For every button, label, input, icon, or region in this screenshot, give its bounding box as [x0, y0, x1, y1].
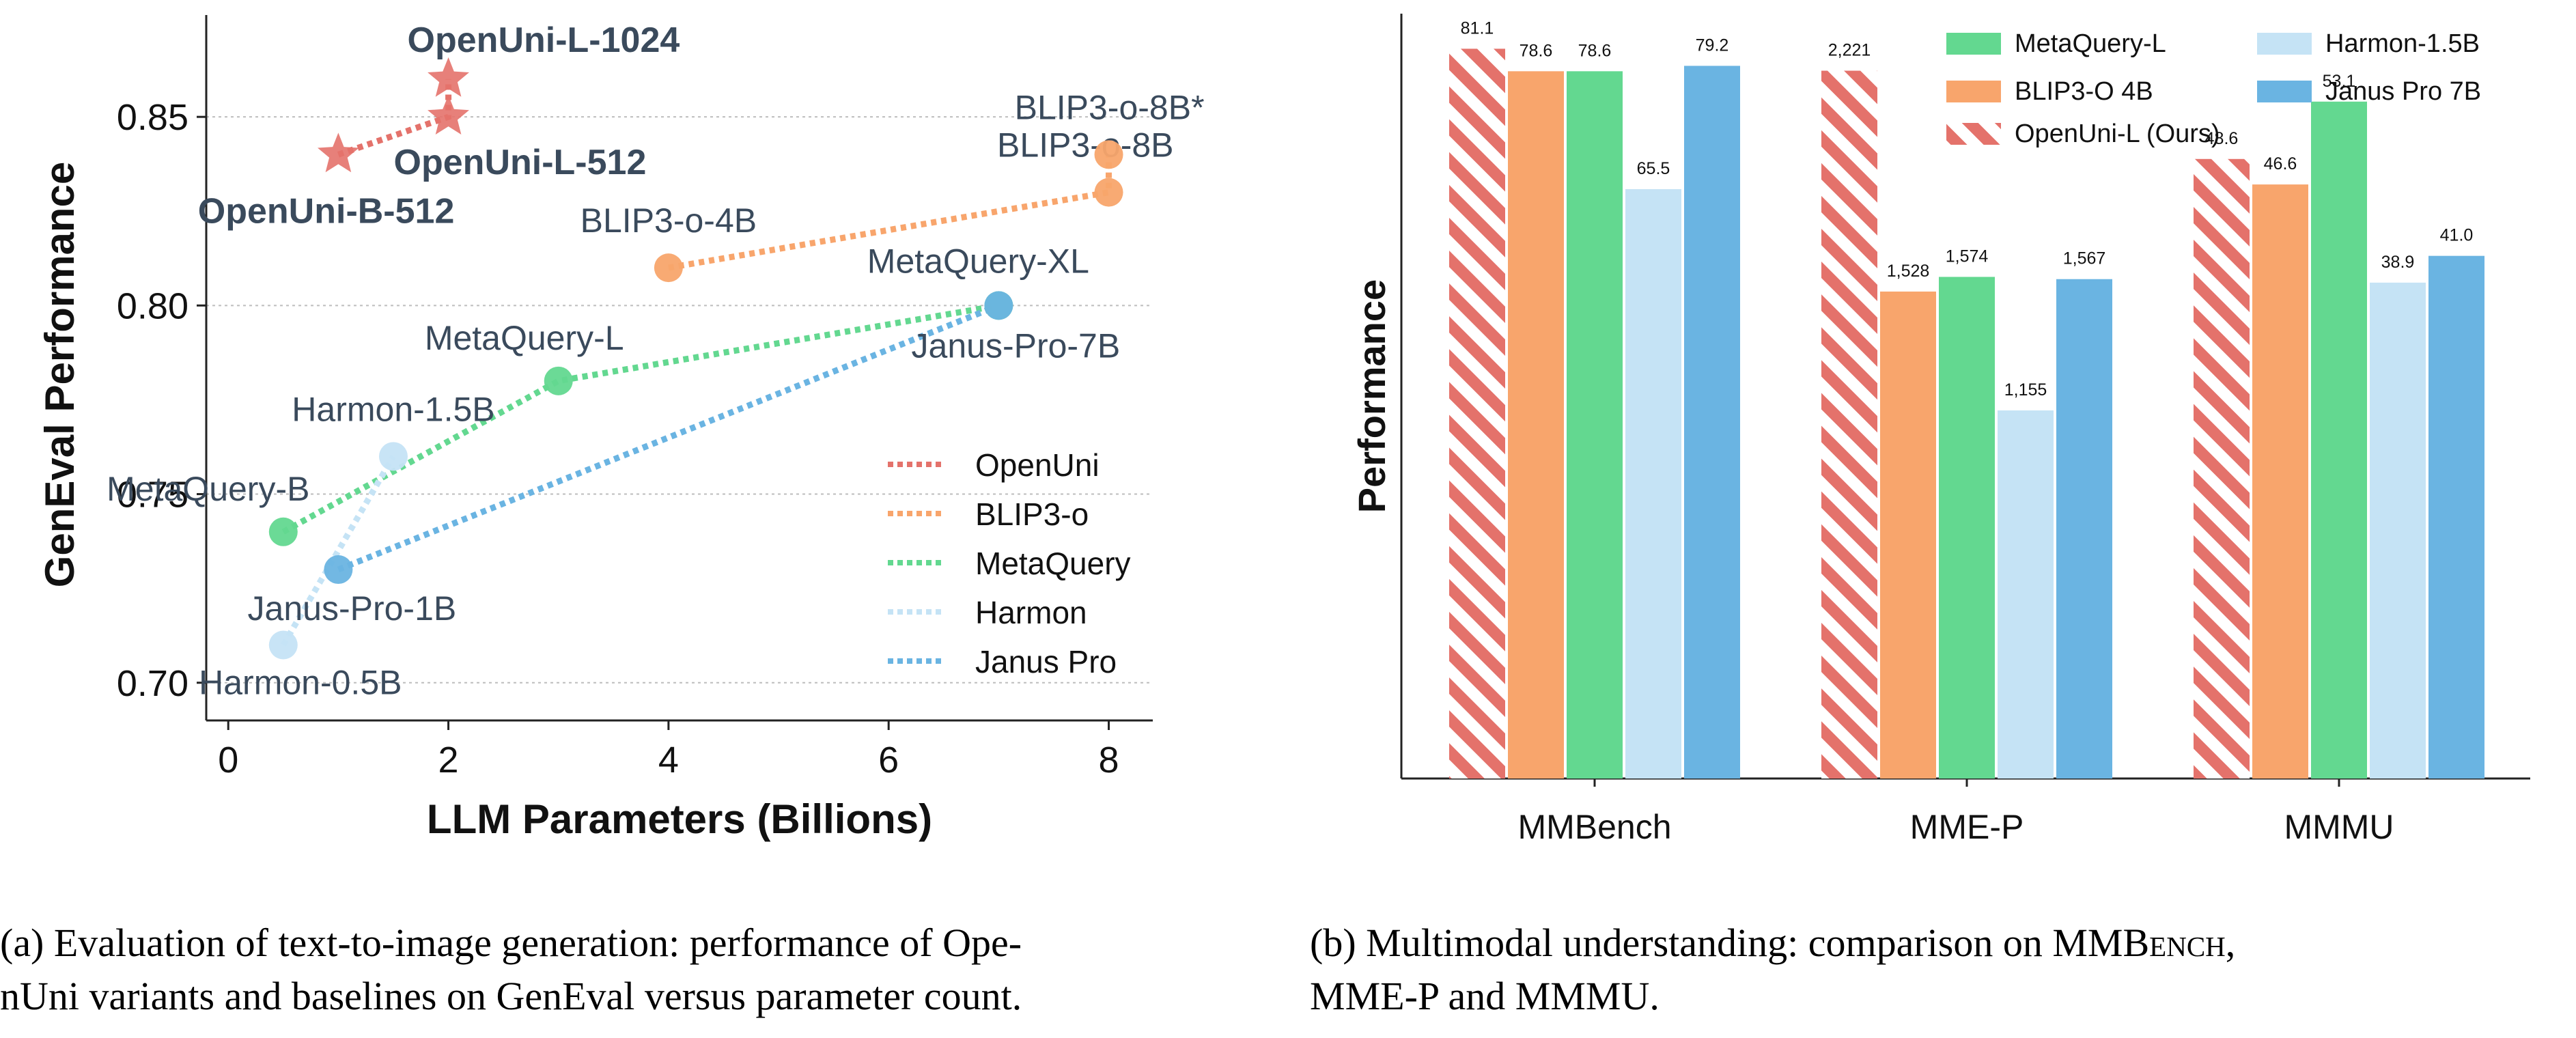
- caption-a: (a) Evaluation of text-to-image generati…: [0, 916, 1284, 1023]
- point-harmon-0-5b: [268, 630, 298, 660]
- point-label-openuni-b-512: OpenUni-B-512: [198, 191, 455, 231]
- bar-janus-pro-7b-mmbench: [1684, 66, 1740, 778]
- caption-b-line1: (b) Multimodal understanding: comparison…: [1310, 916, 2566, 970]
- figure-charts: 0.70 0.75 0.80 0.85 0 2 4 6 8 LLM Parameters (Bil…: [37, 14, 2530, 846]
- caption-b-line1-b: ench: [2149, 921, 2226, 965]
- x-tick-label: 2: [438, 740, 459, 781]
- point-blip3-o-4b: [654, 253, 683, 283]
- point-blip3-o-8b: [1094, 178, 1123, 207]
- bar-value-label: 79.2: [1696, 36, 1729, 55]
- x-tick-label: 0: [218, 740, 238, 781]
- legend-label-metaquery: MetaQuery: [975, 546, 1131, 581]
- point-janus-pro-7b: [984, 291, 1013, 320]
- bar-category-label: MME-P: [1910, 808, 2024, 846]
- bar-legend-swatch-openuni-l-ours: [1946, 123, 2001, 145]
- point-label-blip3-o-8b: BLIP3-o-8B: [997, 126, 1173, 165]
- caption-b-line1-a: (b) Multimodal understanding: comparison…: [1310, 921, 2150, 965]
- bar-value-label: 41.0: [2440, 226, 2474, 245]
- bar-blip3-o-4b-mmbench: [1508, 71, 1564, 778]
- bar-metaquery-l-mme-p: [1939, 277, 1995, 778]
- series-line-metaquery: [281, 302, 1000, 535]
- understanding-bar-chart: Performance 81.1 78.6 78.6 65.5 79.2 MMBench 2,…: [1350, 14, 2530, 846]
- legend-label-harmon: Harmon: [975, 595, 1087, 630]
- bar-value-label: 1,528: [1887, 262, 1930, 281]
- point-metaquery-b: [268, 517, 298, 546]
- bar-harmon-1-5b-mmbench: [1625, 188, 1681, 778]
- bar-janus-pro-7b-mme-p: [2056, 279, 2112, 778]
- point-openuni-l-1024: [428, 57, 469, 97]
- bar-value-label: 48.6: [2205, 129, 2239, 148]
- x-axis-label: LLM Parameters (Billions): [427, 796, 932, 842]
- bar-legend-swatch-harmon-1-5b: [2257, 33, 2312, 55]
- point-openuni-b-512: [318, 132, 359, 173]
- bar-harmon-1-5b-mmmu: [2370, 282, 2426, 778]
- y-tick-label: 0.80: [117, 285, 188, 326]
- bar-value-label: 1,574: [1946, 247, 1989, 266]
- bar-legend-label-blip3-o-4b: BLIP3-O 4B: [2015, 77, 2153, 106]
- point-label-metaquery-xl: MetaQuery-XL: [867, 242, 1089, 280]
- y-axis-label: GenEval Performance: [37, 162, 83, 588]
- caption-a-line2: nUni variants and baselines on GenEval v…: [0, 974, 1022, 1018]
- point-label-janus-pro-7b: Janus-Pro-7B: [912, 326, 1121, 365]
- point-label-blip3-o-8b: BLIP3-o-8B*: [1015, 88, 1205, 126]
- bar-legend-swatch-blip3-o-4b: [1946, 81, 2001, 102]
- bar-value-label: 65.5: [1637, 159, 1670, 178]
- bar-value-label: 53.1: [2323, 72, 2356, 91]
- point-metaquery-l: [544, 366, 573, 395]
- x-tick-label: 8: [1099, 740, 1119, 781]
- bar-value-label: 1,567: [2063, 249, 2106, 268]
- point-label-blip3-o-4b: BLIP3-o-4B: [580, 201, 757, 240]
- point-label-metaquery-b: MetaQuery-B: [107, 470, 309, 508]
- bar-blip3-o-4b-mme-p: [1880, 291, 1936, 778]
- bar-value-label: 38.9: [2381, 253, 2415, 272]
- caption-a-line1: (a) Evaluation of text-to-image generati…: [0, 921, 1022, 965]
- bar-legend-label-harmon-1-5b: Harmon-1.5B: [2325, 29, 2480, 58]
- x-tick-label: 6: [878, 740, 899, 781]
- point-label-openuni-l-1024: OpenUni-L-1024: [408, 20, 680, 60]
- bar-value-label: 81.1: [1461, 18, 1494, 38]
- bar-value-label: 78.6: [1578, 41, 1612, 60]
- bar-legend-swatch-janus-pro-7b: [2257, 81, 2312, 102]
- bar-metaquery-l-mmmu: [2311, 101, 2367, 779]
- point-harmon-1-5b: [378, 442, 408, 471]
- point-label-metaquery-l: MetaQuery-L: [425, 319, 624, 357]
- bar-janus-pro-7b-mmmu: [2428, 255, 2484, 779]
- geneval-scatter-chart: 0.70 0.75 0.80 0.85 0 2 4 6 8 LLM Parameters (Bil…: [37, 15, 1205, 842]
- point-label-janus-pro-1b: Janus-Pro-1B: [248, 589, 457, 628]
- y-tick-label: 0.85: [117, 97, 188, 138]
- caption-b-line1-c: ,: [2225, 921, 2236, 965]
- bar-harmon-1-5b-mme-p: [1998, 410, 2054, 778]
- point-label-openuni-l-512: OpenUni-L-512: [394, 143, 647, 182]
- bar-blip3-o-4b-mmmu: [2252, 184, 2308, 779]
- bar-legend-label-janus-pro-7b: Janus Pro 7B: [2325, 77, 2481, 106]
- bar-value-label: 1,155: [2004, 380, 2047, 399]
- bar-legend-label-metaquery-l: MetaQuery-L: [2015, 29, 2166, 58]
- point-label-harmon-1-5b: Harmon-1.5B: [292, 390, 494, 428]
- bar-metaquery-l-mmbench: [1567, 71, 1623, 778]
- bar-value-label: 78.6: [1520, 41, 1553, 60]
- x-tick-label: 4: [658, 740, 679, 781]
- bar-legend-swatch-metaquery-l: [1946, 33, 2001, 55]
- bar-category-label: MMBench: [1517, 808, 1671, 846]
- caption-b: (b) Multimodal understanding: comparison…: [1310, 916, 2566, 1023]
- bar-value-label: 46.6: [2264, 154, 2297, 173]
- point-openuni-l-512: [428, 95, 469, 135]
- bar-y-axis-label: Performance: [1350, 279, 1393, 513]
- y-tick-label: 0.70: [117, 663, 188, 704]
- point-blip3-o-8b: [1094, 140, 1123, 169]
- point-label-harmon-0-5b: Harmon-0.5B: [199, 664, 402, 702]
- caption-b-line2: MME-P and MMMU.: [1310, 974, 1660, 1018]
- bar-legend-label-openuni-l-ours: OpenUni-L (Ours): [2015, 120, 2220, 148]
- point-janus-pro-1b: [324, 555, 353, 585]
- legend-label-openuni: OpenUni: [975, 447, 1100, 483]
- bar-category-label: MMMU: [2284, 808, 2394, 846]
- bar-openuni-l-ours-mmmu: [2194, 158, 2250, 779]
- bar-value-label: 2,221: [1828, 41, 1871, 60]
- bar-openuni-l-ours-mme-p: [1821, 70, 1877, 779]
- legend-label-janus-pro: Janus Pro: [975, 644, 1117, 679]
- legend-label-blip3-o: BLIP3-o: [975, 496, 1089, 532]
- bar-openuni-l-ours-mmbench: [1449, 48, 1505, 779]
- y-tick-label: 0.75: [117, 475, 188, 516]
